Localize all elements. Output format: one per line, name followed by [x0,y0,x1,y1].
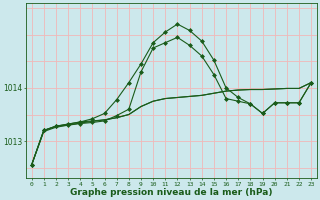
X-axis label: Graphe pression niveau de la mer (hPa): Graphe pression niveau de la mer (hPa) [70,188,273,197]
